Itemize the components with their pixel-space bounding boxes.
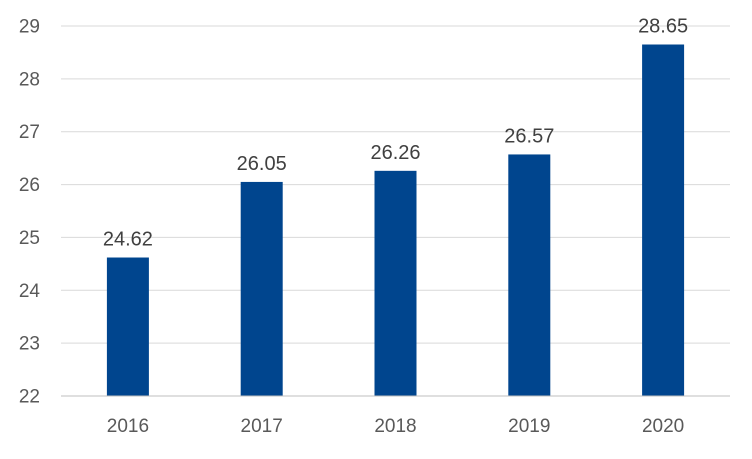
y-tick-label: 26 bbox=[19, 175, 40, 196]
bar bbox=[240, 181, 283, 396]
x-tick-label: 2017 bbox=[241, 416, 283, 437]
y-tick-label: 27 bbox=[19, 122, 40, 143]
x-tick-label: 2018 bbox=[374, 416, 416, 437]
y-tick-label: 24 bbox=[19, 281, 41, 302]
x-axis-tick-labels: 2016 2017 2018 2019 2020 bbox=[107, 416, 684, 437]
bar bbox=[642, 44, 685, 396]
data-label: 26.26 bbox=[370, 142, 420, 164]
x-tick-label: 2020 bbox=[642, 416, 684, 437]
y-tick-label: 29 bbox=[19, 17, 40, 38]
y-tick-label: 22 bbox=[19, 387, 40, 408]
bar bbox=[374, 170, 417, 396]
y-tick-label: 23 bbox=[19, 334, 40, 355]
data-label: 24.62 bbox=[103, 229, 153, 251]
x-tick-label: 2016 bbox=[107, 416, 149, 437]
data-labels: 24.62 26.05 26.26 26.57 28.65 bbox=[103, 16, 688, 251]
data-label: 28.65 bbox=[638, 16, 688, 38]
data-label: 26.05 bbox=[237, 153, 287, 175]
y-tick-label: 28 bbox=[19, 69, 40, 90]
y-tick-label: 25 bbox=[19, 228, 40, 249]
bar bbox=[508, 154, 551, 396]
bar bbox=[106, 257, 149, 396]
bar-series bbox=[106, 44, 685, 396]
data-label: 26.57 bbox=[504, 125, 554, 147]
y-axis-tick-labels: 22 23 24 25 26 27 28 29 bbox=[19, 17, 41, 408]
x-tick-label: 2019 bbox=[508, 416, 550, 437]
